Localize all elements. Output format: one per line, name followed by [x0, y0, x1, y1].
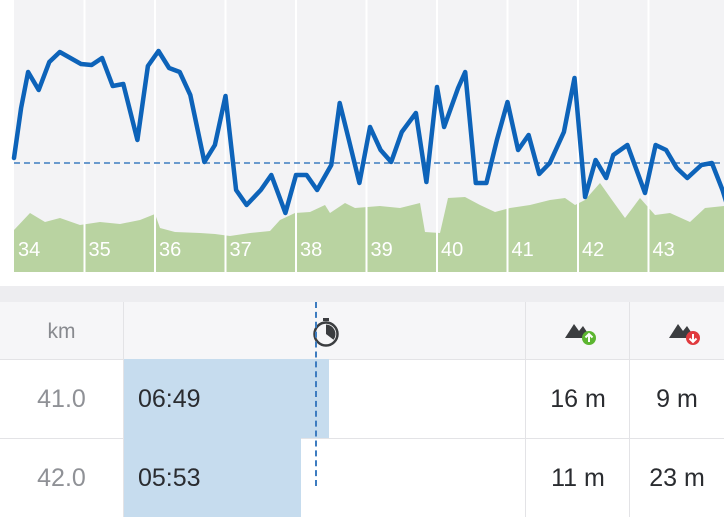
- elevation-area: [14, 183, 724, 272]
- km-tick-label: 37: [230, 239, 252, 261]
- km-tick-label: 36: [159, 239, 181, 261]
- header-gain-cell: [526, 302, 630, 359]
- km-tick-label: 42: [582, 239, 604, 261]
- row-km: 41.0: [37, 385, 86, 413]
- pace-chart[interactable]: 34 35 36 37 38 39 40 41 42 43: [0, 0, 724, 286]
- header-pace-cell: [124, 302, 526, 359]
- pace-cell: [124, 359, 526, 438]
- pace-series-line: [11, 48, 724, 216]
- km-tick-label: 40: [441, 239, 463, 261]
- row-pace: 05:53: [138, 464, 201, 492]
- row-elevation-gain: 16 m: [550, 385, 606, 413]
- row-elevation-gain: 11 m: [551, 464, 605, 492]
- table-row[interactable]: 42.0 05:53 11 m 23 m: [0, 438, 724, 517]
- stopwatch-icon: [313, 318, 339, 347]
- pace-cell: [124, 438, 526, 517]
- km-tick-label: 34: [18, 239, 40, 261]
- km-cell: [0, 359, 124, 438]
- gain-cell: [526, 359, 630, 438]
- row-km: 42.0: [37, 464, 86, 492]
- elevation-gain-icon: [565, 324, 596, 345]
- km-tick-label: 43: [653, 239, 675, 261]
- table-row[interactable]: 41.0 06:49 16 m 9 m: [0, 359, 724, 439]
- pace-chart-svg: 34 35 36 37 38 39 40 41 42 43: [11, 0, 724, 272]
- section-divider: [0, 286, 724, 302]
- row-elevation-loss: 23 m: [649, 464, 705, 492]
- gain-cell: [526, 438, 630, 517]
- km-labels: 34 35 36 37 38 39 40 41 42 43: [18, 239, 675, 261]
- header-km-cell: km: [0, 302, 124, 359]
- row-pace: 06:49: [138, 385, 201, 413]
- splits-table[interactable]: km 41.0: [0, 302, 724, 517]
- average-pace-marker: [315, 302, 317, 486]
- elevation-profile: [14, 183, 724, 272]
- km-tick-label: 41: [512, 239, 534, 261]
- km-tick-label: 38: [300, 239, 322, 261]
- pace-bar: [124, 359, 330, 438]
- header-km: km: [47, 320, 76, 343]
- km-gridlines: [83, 0, 650, 272]
- km-tick-label: 35: [89, 239, 111, 261]
- km-cell: [0, 438, 124, 517]
- km-tick-label: 39: [371, 239, 393, 261]
- header-loss-cell: [630, 302, 724, 359]
- elevation-loss-icon: [669, 324, 700, 345]
- table-header: km: [0, 302, 724, 360]
- row-elevation-loss: 9 m: [656, 385, 698, 413]
